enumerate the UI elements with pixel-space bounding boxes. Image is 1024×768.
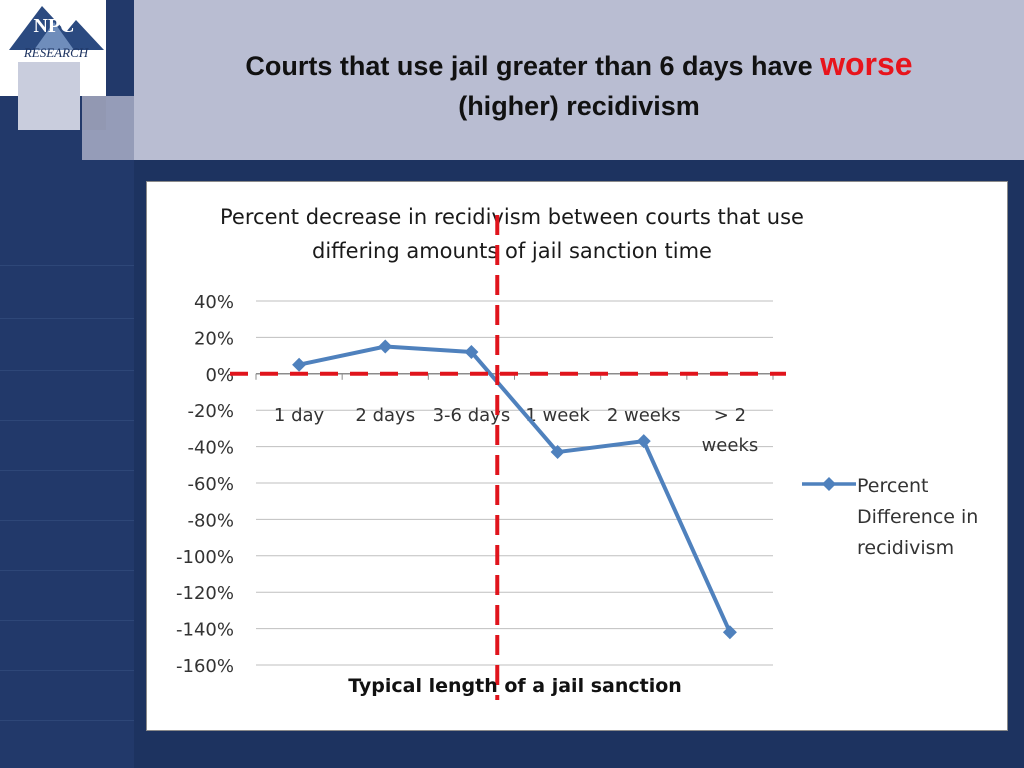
y-tick-label: -40% xyxy=(187,438,234,459)
logo-text-bottom: RESEARCH xyxy=(23,45,89,60)
y-tick-label: 40% xyxy=(194,292,234,313)
slide-title-tail: (higher) recidivism xyxy=(458,91,700,121)
series-line xyxy=(298,344,732,634)
x-tick-label: 3-6 days xyxy=(433,405,511,426)
logo-text-top: NPC xyxy=(33,15,74,37)
data-point-marker xyxy=(722,625,737,640)
header-band xyxy=(134,0,1024,160)
chart-title-line-2: differing amounts of jail sanction time xyxy=(312,239,712,263)
y-tick-label: 20% xyxy=(194,328,234,349)
y-tick-label: -120% xyxy=(176,583,234,604)
data-point-marker xyxy=(378,339,393,354)
legend-series-marker xyxy=(802,477,856,491)
slide-title-emphasis: worse xyxy=(820,46,913,82)
y-tick-label: -160% xyxy=(176,656,234,677)
slide-title-main: Courts that use jail greater than 6 days… xyxy=(245,51,821,81)
y-tick-label: 0% xyxy=(205,365,234,386)
data-point-marker xyxy=(464,344,479,359)
decor-square-light xyxy=(18,62,80,130)
npc-research-logo: NPC RESEARCH xyxy=(9,6,104,60)
legend-line-1: Percent xyxy=(857,475,929,497)
data-point-marker xyxy=(550,445,565,460)
data-point-marker xyxy=(636,434,651,449)
chart-title-line-1: Percent decrease in recidivism between c… xyxy=(220,205,804,229)
y-tick-label: -140% xyxy=(176,620,234,641)
x-tick-label: > 2 weeks xyxy=(702,405,759,456)
data-point-marker xyxy=(292,357,307,372)
legend-line-3: recidivism xyxy=(857,537,955,559)
x-tick-label: 2 days xyxy=(355,405,415,426)
y-tick-label: -20% xyxy=(187,401,234,422)
legend-series-label: Percent Difference in recidivism xyxy=(857,471,997,564)
x-tick-label: 1 week xyxy=(525,405,590,426)
decor-square-grey xyxy=(82,96,134,160)
x-tick-label: 2 weeks xyxy=(607,405,681,426)
x-tick-label: 1 day xyxy=(274,405,325,426)
x-axis-title: Typical length of a jail sanction xyxy=(348,675,682,697)
y-tick-label: -80% xyxy=(187,510,234,531)
y-tick-label: -60% xyxy=(187,474,234,495)
slide-title: Courts that use jail greater than 6 days… xyxy=(134,44,1024,126)
chart-panel xyxy=(146,181,1008,731)
y-tick-label: -100% xyxy=(176,547,234,568)
legend-line-2: Difference in xyxy=(857,506,979,528)
chart-title: Percent decrease in recidivism between c… xyxy=(0,200,1024,268)
